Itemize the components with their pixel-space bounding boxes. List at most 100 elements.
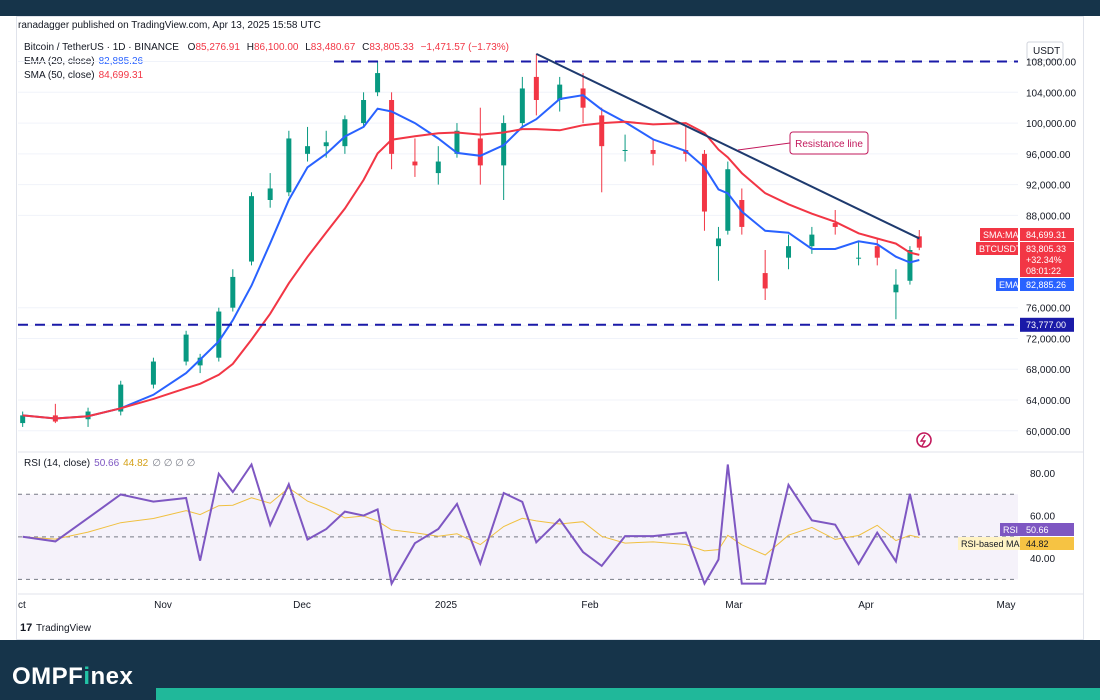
time-axis-label: Apr [858,600,874,611]
publisher-line: ranadagger published on TradingView.com,… [18,20,321,31]
btc-tag-bg [976,242,1018,255]
resistance-label-box [789,131,869,155]
price-tick-label: 88,000.00 [1026,211,1071,222]
rsi-tag-text: RSI [1003,525,1018,535]
tradingview-logo-icon: 17 [20,622,32,634]
price-tick-label: 108,000.00 [1026,58,1076,69]
low-label: L [305,42,311,53]
candle-body [389,100,395,154]
ema-tag-bg [996,278,1018,291]
candle-body [599,115,605,147]
candle-body [183,334,189,362]
time-axis-label: Mar [725,600,743,611]
ema-price-tag-text: 82,885.26 [1026,280,1066,290]
rsi-value-tag-bg [1020,523,1074,536]
tradingview-label: TradingView [36,623,92,634]
low-value: 83,480.67 [310,42,356,53]
candle-body [150,361,156,385]
rsi-tag-bg [1000,523,1020,536]
close-value: 83,805.33 [369,42,414,53]
candle-body [477,138,483,166]
price-tick-label: 96,000.00 [1026,150,1071,161]
time-axis-label: ct [18,600,26,611]
candle-body [118,384,124,412]
candle-body [342,119,348,147]
rsi-legend-extra: ∅ ∅ ∅ ∅ [152,458,196,469]
candle-body [762,273,768,289]
rsi-tick-label: 80.00 [1030,469,1055,480]
candle-body [323,142,329,147]
sma-tag-bg [980,228,1018,241]
lightning-icon [916,432,932,448]
rsi-ma-tag-text: RSI-based MA [961,539,1020,549]
price-tick-label: 60,000.00 [1026,427,1071,438]
sma-legend-value: 84,699.31 [98,70,144,81]
candle-body [248,196,254,262]
open-value: 85,276.91 [195,42,240,53]
rsi-legend-label: RSI (14, close) [24,458,91,469]
candle-body [916,236,922,248]
candle-body [622,150,628,151]
time-axis-label: May [997,600,1016,611]
candle-body [361,100,367,124]
candle-body [874,246,880,258]
price-tick-label: 104,000.00 [1026,88,1076,99]
candle-body [701,153,707,212]
candle-body [533,76,539,100]
ema-price-tag-bg [1020,278,1074,291]
symbol-legend[interactable]: Bitcoin / TetherUS · 1D · BINANCE O85,27… [24,42,509,53]
candle-body [267,188,273,200]
resistance-label-pointer [737,142,791,151]
change-value: −1,471.57 (−1.73%) [420,42,509,53]
candle-body [412,161,418,166]
sma-price-tag-text: 84,699.31 [1026,230,1066,240]
price-tick-label: 68,000.00 [1026,365,1071,376]
ema-tag-text: EMA [999,280,1019,290]
candle-body [20,415,26,424]
sma-tag-text: SMA:MA [983,230,1019,240]
candle-body [786,246,792,258]
close-label: C [362,42,370,53]
rsi-tick-label: 60.00 [1030,512,1055,523]
top-banner [0,0,1100,16]
candle-body [580,88,586,108]
rsi-tick-label: 40.00 [1030,554,1055,565]
rsi-ma-line [22,487,920,556]
price-tick-label: 72,000.00 [1026,334,1071,345]
btc-price-tag-text: +32.34% [1026,255,1062,265]
support-price-tag-bg [1020,317,1074,332]
time-axis-label: Feb [581,600,599,611]
candle-body [230,276,236,308]
currency-box [1026,41,1064,61]
rsi-ma-value-bg [1020,537,1074,550]
support-price-tag-text: 73,777.00 [1026,320,1066,330]
lightning-bolt-icon [919,434,927,447]
symbol-name: Bitcoin / TetherUS · 1D · BINANCE [24,42,179,53]
candle-body [305,146,311,154]
sma-legend[interactable]: SMA (50, close) 84,699.31 [24,70,143,81]
candle-body [739,200,745,227]
currency-label: USDT [1033,46,1060,57]
candle-body [856,257,862,259]
candle-body [907,250,913,281]
btc-tag-text: BTCUSDT [979,244,1022,254]
btc-price-tag-bg [1020,242,1074,277]
omp-brand-logo: OMPFinex [12,663,134,690]
candle-body [809,234,815,247]
candle-body [893,284,899,293]
candle-body [715,238,721,247]
btc-price-tag-text: 08:01:22 [1026,266,1061,276]
sma-line [22,120,920,420]
candle-body [375,73,381,93]
rsi-legend[interactable]: RSI (14, close) 50.66 44.82 ∅ ∅ ∅ ∅ [24,458,195,469]
resistance-label: Resistance line [795,139,863,150]
footer-accent-bar [156,688,1100,700]
rsi-legend-value: 50.66 [94,458,120,469]
candle-body [454,130,460,154]
sma-legend-label: SMA (50, close) [24,70,95,81]
resistance-trendline [535,52,920,240]
candle-body [725,169,731,231]
price-tick-label: 64,000.00 [1026,396,1071,407]
rsi-ma-value-text: 44.82 [1026,539,1049,549]
